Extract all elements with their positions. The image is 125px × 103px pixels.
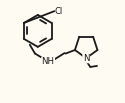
Text: Cl: Cl: [55, 7, 63, 16]
Text: N: N: [83, 54, 89, 63]
Text: NH: NH: [42, 57, 55, 66]
